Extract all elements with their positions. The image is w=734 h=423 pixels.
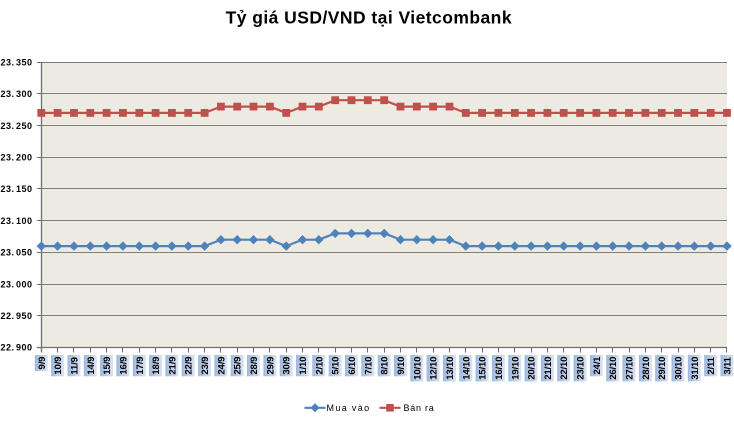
- svg-text:7/10: 7/10: [363, 357, 374, 375]
- svg-text:3/11: 3/11: [723, 356, 734, 374]
- svg-text:29/9: 29/9: [265, 357, 276, 375]
- svg-text:Mua vào: Mua vào: [327, 403, 371, 413]
- svg-text:16/10: 16/10: [494, 357, 505, 380]
- svg-text:22/10: 22/10: [559, 357, 570, 380]
- svg-text:10/10: 10/10: [412, 357, 423, 380]
- svg-text:23.050: 23. 050: [0, 248, 32, 258]
- svg-text:18/9: 18/9: [151, 357, 162, 375]
- svg-text:23.300: 23. 300: [0, 89, 32, 99]
- svg-text:23.250: 23. 250: [0, 121, 32, 131]
- svg-text:9/9: 9/9: [37, 357, 48, 370]
- svg-text:11/9: 11/9: [69, 357, 80, 374]
- svg-text:31/10: 31/10: [690, 357, 701, 380]
- svg-text:13/10: 13/10: [445, 357, 456, 380]
- svg-text:14/10: 14/10: [461, 357, 472, 380]
- svg-text:23/9: 23/9: [200, 357, 211, 375]
- svg-text:23.150: 23. 150: [0, 184, 32, 194]
- svg-text:26/10: 26/10: [608, 357, 619, 380]
- svg-text:23/10: 23/10: [576, 357, 587, 380]
- svg-text:15/9: 15/9: [102, 357, 113, 375]
- svg-text:23.200: 23. 200: [0, 153, 32, 163]
- svg-text:23.100: 23. 100: [0, 216, 32, 226]
- svg-text:21/10: 21/10: [543, 357, 554, 380]
- svg-text:12/10: 12/10: [429, 357, 440, 380]
- svg-text:27/10: 27/10: [625, 357, 636, 380]
- svg-text:30/9: 30/9: [282, 357, 293, 375]
- svg-text:21/9: 21/9: [167, 357, 178, 375]
- svg-text:19/10: 19/10: [510, 357, 521, 380]
- svg-text:1/10: 1/10: [298, 357, 309, 375]
- svg-text:14/9: 14/9: [86, 357, 97, 375]
- svg-text:23.350: 23. 350: [0, 57, 32, 67]
- svg-text:17/9: 17/9: [135, 357, 146, 375]
- svg-text:23.000: 23. 000: [0, 279, 32, 289]
- svg-text:24/1: 24/1: [592, 356, 603, 375]
- svg-text:10/9: 10/9: [53, 357, 64, 375]
- svg-text:Bán ra: Bán ra: [404, 403, 435, 413]
- svg-text:28/10: 28/10: [641, 357, 652, 380]
- svg-text:2/11: 2/11: [706, 356, 717, 374]
- svg-text:2/10: 2/10: [314, 357, 325, 375]
- svg-text:22/9: 22/9: [184, 357, 195, 375]
- svg-text:15/10: 15/10: [478, 357, 489, 380]
- svg-text:28/9: 28/9: [249, 357, 260, 375]
- svg-text:9/10: 9/10: [396, 357, 407, 375]
- svg-text:25/9: 25/9: [233, 357, 244, 375]
- svg-text:5/10: 5/10: [331, 357, 342, 375]
- svg-text:29/10: 29/10: [657, 357, 668, 380]
- svg-text:6/10: 6/10: [347, 357, 358, 375]
- svg-text:24/9: 24/9: [216, 357, 227, 375]
- svg-text:8/10: 8/10: [380, 357, 391, 375]
- svg-text:16/9: 16/9: [118, 357, 129, 375]
- svg-text:20/10: 20/10: [527, 357, 538, 380]
- svg-text:Tỷ giá USD/VND tại Vietcombank: Tỷ giá USD/VND tại Vietcombank: [226, 7, 512, 27]
- svg-text:30/10: 30/10: [674, 357, 685, 380]
- svg-text:22.950: 22. 950: [0, 311, 32, 321]
- svg-text:22.900: 22. 900: [0, 343, 32, 353]
